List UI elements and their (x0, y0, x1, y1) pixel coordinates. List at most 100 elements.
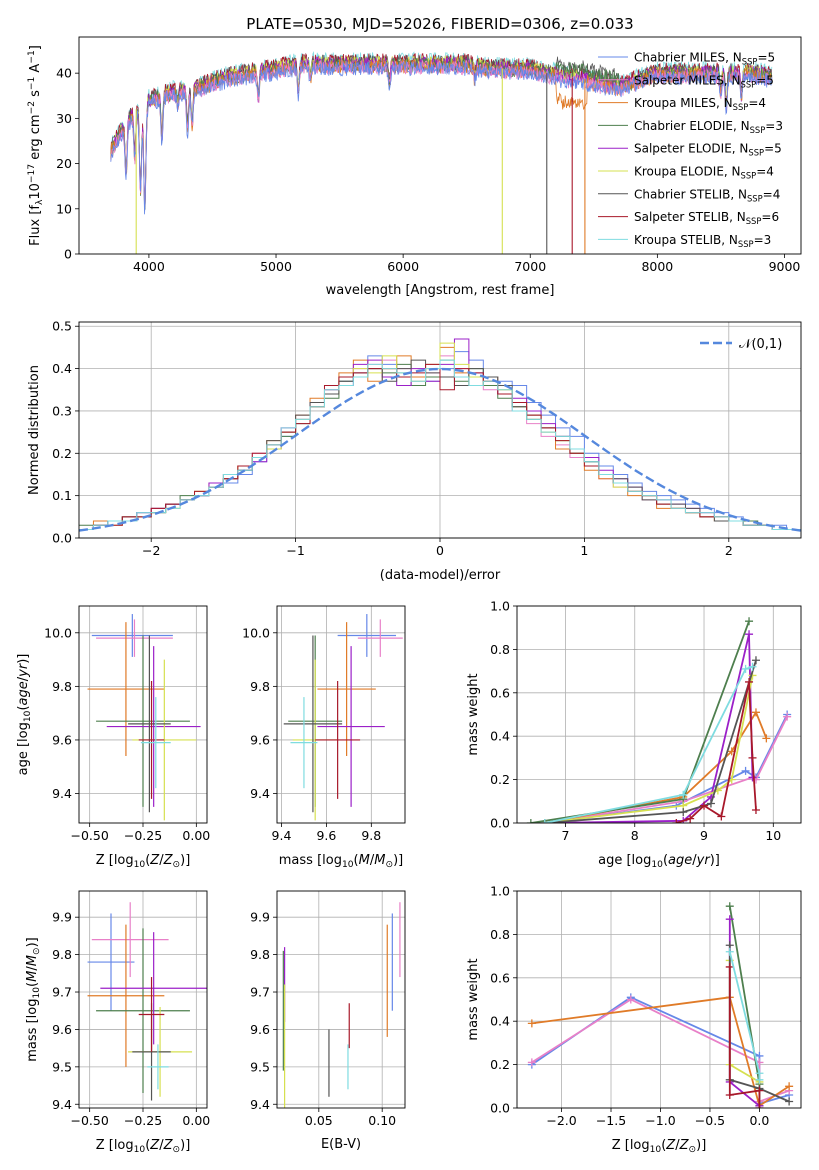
y-tick-label: 9.8 (250, 947, 270, 962)
x-axis-label: Z [log10(Z/Z⊙)] (96, 1138, 191, 1155)
y-axis-label: age [log10(age/yr)] (16, 654, 33, 776)
error-bar (96, 928, 190, 1094)
data-point (748, 753, 757, 762)
gaussian-curve (79, 367, 801, 532)
data-point (741, 766, 750, 775)
spectrum-legend: Chabrier MILES, NSSP=5 Salpeter MILES, NS… (598, 51, 783, 249)
error-bar (91, 902, 169, 978)
y-tick-label: 0 (64, 247, 72, 262)
mw_vs_age-plot-area (526, 617, 792, 823)
mass-weight-vs-Z-panel: −2.0 −1.5 −1.0 −0.5 0.0 0.0 0.2 0.4 0.6 0.8 1.0 mas… (466, 884, 802, 1155)
y-tick-label: 9.6 (52, 1022, 72, 1037)
data-point (725, 947, 734, 956)
data-point (725, 962, 734, 971)
y-tick-label: 9.6 (52, 732, 72, 747)
y-tick-label: 40 (56, 66, 72, 81)
y-tick-label: 9.9 (250, 910, 270, 925)
data-point (527, 1019, 536, 1028)
error-bar (315, 681, 361, 799)
data-point (783, 712, 792, 721)
x-axis-label: Z [log10(Z/Z⊙)] (612, 1138, 707, 1155)
y-tick-label: 20 (56, 156, 72, 171)
x-tick-label: 9.4 (272, 828, 292, 843)
data-point (700, 801, 709, 810)
mass_vs_Z-plot-area (87, 902, 207, 1101)
x-tick-label: 9.8 (361, 828, 381, 843)
y-tick-label: 0.0 (490, 1101, 510, 1116)
data-point (672, 819, 681, 823)
data-point (725, 902, 734, 911)
data-point (745, 677, 754, 686)
y-tick-label: 10.0 (242, 625, 270, 640)
y-tick-label: 0.2 (490, 1057, 510, 1072)
data-point (526, 819, 535, 823)
error-bar (147, 1044, 169, 1090)
x-tick-label: 0.05 (305, 1113, 333, 1128)
data-point (679, 790, 688, 799)
error-bar (138, 977, 165, 1052)
age_vs_mass-plot-area (283, 614, 403, 821)
x-tick-label: 0 (436, 543, 444, 558)
mw_vs_age-frame (516, 605, 802, 824)
x-tick-label: 10 (765, 828, 781, 843)
x-tick-label: −0.25 (124, 828, 162, 843)
y-tick-label: 0.8 (490, 927, 510, 942)
y-tick-label: 0.0 (52, 531, 72, 546)
data-point (748, 662, 757, 671)
spectrum-panel: 4000 5000 6000 7000 8000 9000 0 10 20 30 40 wavelen… (27, 36, 802, 298)
legend-label: Salpeter STELIB, NSSP=6 (634, 210, 779, 226)
data-point (679, 808, 688, 817)
error-bar (87, 913, 135, 1011)
x-tick-label: 0.10 (368, 1113, 396, 1128)
y-tick-label: 10.0 (44, 625, 72, 640)
x-tick-label: 4000 (133, 259, 165, 274)
x-tick-label: 9 (700, 828, 708, 843)
residuals-panel: −2 −1 0 1 2 0.0 0.1 0.2 0.3 0.4 0.5 𝒩(0,1) (data-mod… (27, 319, 802, 583)
legend-label: Salpeter MILES, NSSP=5 (634, 73, 774, 89)
data-point (686, 814, 695, 823)
age_vs_Z-plot-area (87, 614, 201, 821)
error-bar (87, 924, 165, 1067)
mass-weight-series (676, 681, 757, 823)
y-tick-label: 0.0 (490, 816, 510, 831)
data-point (741, 664, 750, 673)
error-bar (91, 614, 173, 657)
y-tick-label: 9.8 (52, 947, 72, 962)
y-tick-label: 0.6 (490, 685, 510, 700)
y-tick-label: 0.6 (490, 970, 510, 985)
y-tick-label: 0.4 (490, 729, 510, 744)
data-point (725, 1090, 734, 1099)
data-point (745, 617, 754, 626)
error-bar (138, 681, 165, 799)
x-axis-label: mass [log10(M/M⊙)] (279, 853, 403, 870)
x-tick-label: 9000 (769, 259, 801, 274)
y-tick-label: 9.4 (52, 786, 72, 801)
data-point (527, 1058, 536, 1067)
y-tick-label: 30 (56, 111, 72, 126)
mass-weight-series (728, 967, 761, 1108)
data-point (755, 1104, 764, 1108)
x-tick-label: 0.00 (182, 828, 210, 843)
mass-weight-series (544, 660, 757, 823)
data-point (785, 1097, 794, 1106)
legend-label: Chabrier STELIB, NSSP=4 (634, 187, 780, 203)
legend-label: Chabrier MILES, NSSP=5 (634, 51, 775, 67)
data-point (540, 819, 549, 823)
x-tick-label: −1 (286, 543, 304, 558)
data-point (785, 1082, 794, 1091)
mass_vs_ebv-frame (276, 890, 406, 1109)
spectrum-frame (78, 36, 802, 255)
y-tick-label: 9.8 (52, 679, 72, 694)
y-axis-label: mass weight (466, 958, 481, 1040)
error-bar (87, 622, 165, 757)
error-bar (290, 697, 318, 789)
x-tick-label: 7 (562, 828, 570, 843)
y-tick-label: 0.8 (490, 642, 510, 657)
y-axis-label: Flux [fλ10−17 erg cm−2 s−1 A−1] (27, 45, 45, 246)
data-point (626, 995, 635, 1004)
mass-weight-series (544, 633, 754, 823)
y-tick-label: 9.5 (250, 1059, 270, 1074)
data-point (755, 1086, 764, 1095)
data-point (751, 805, 760, 814)
y-tick-label: 0.1 (52, 488, 72, 503)
